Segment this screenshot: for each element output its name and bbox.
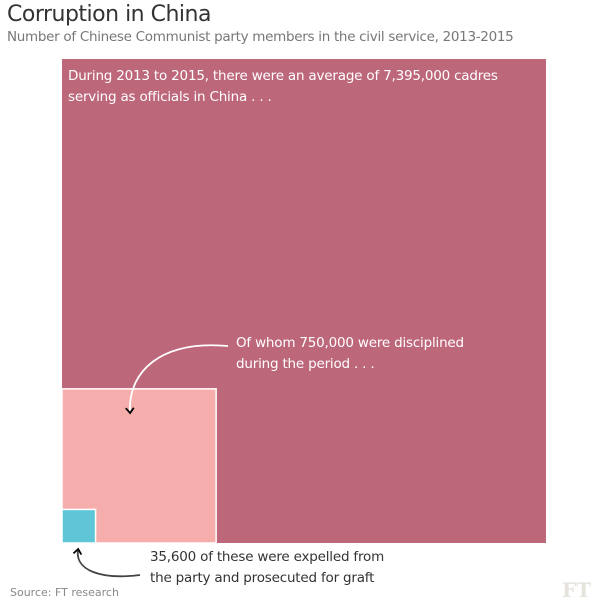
arrow-disciplined-icon bbox=[125, 344, 229, 415]
source-note: Source: FT research bbox=[10, 586, 119, 599]
arrow-expelled-icon bbox=[72, 547, 141, 578]
chart-title: Corruption in China bbox=[7, 2, 211, 27]
square-expelled bbox=[61, 508, 97, 544]
annotation-disciplined: Of whom 750,000 were disciplined during … bbox=[236, 335, 464, 372]
ft-logo: FT bbox=[562, 578, 592, 602]
annotation-expelled: 35,600 of these were expelled from the p… bbox=[150, 549, 385, 586]
chart-subtitle: Number of Chinese Communist party member… bbox=[7, 29, 514, 45]
annotation-total: During 2013 to 2015, there were an avera… bbox=[68, 68, 498, 105]
